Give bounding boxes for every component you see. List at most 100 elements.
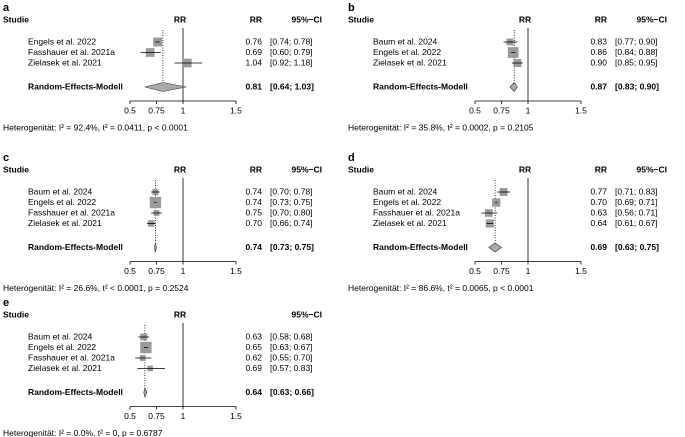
column-header: 95%−CI <box>637 14 667 24</box>
rr-value: 0.74 <box>245 186 262 196</box>
panel-label: a <box>3 2 10 14</box>
column-header: RR <box>519 164 531 174</box>
ci-value: [0.55; 0.70] <box>270 352 313 362</box>
x-tick-label: 0.75 <box>493 266 510 276</box>
study-name: Engels et al. 2022 <box>373 47 441 57</box>
rr-value: 0.62 <box>245 352 262 362</box>
x-tick-label: 0.75 <box>148 105 165 115</box>
ci-value: [0.73; 0.75] <box>270 197 313 207</box>
summary-name: Random-Effects-Modell <box>28 81 123 91</box>
column-header: RR <box>174 14 186 24</box>
summary-ci: [0.64; 1.03] <box>270 81 314 91</box>
summary-rr: 0.69 <box>590 242 607 252</box>
column-header: Studie <box>3 164 29 174</box>
x-tick-label: 1.5 <box>230 105 242 115</box>
study-name: Baum et al. 2024 <box>28 331 93 341</box>
column-header: Studie <box>348 14 374 24</box>
summary-name: Random-Effects-Modell <box>28 242 123 252</box>
column-header: 95%−CI <box>637 164 667 174</box>
study-name: Engels et al. 2022 <box>28 36 96 46</box>
summary-name: Random-Effects-Modell <box>373 242 468 252</box>
x-tick-label: 1 <box>181 105 186 115</box>
column-header: Studie <box>3 14 29 24</box>
study-name: Fasshauer et al. 2021a <box>373 207 460 217</box>
x-tick-label: 0.75 <box>148 266 165 276</box>
panel-label: e <box>3 297 9 309</box>
study-name: Zielasek et al. 2021 <box>28 218 102 228</box>
rr-value: 0.77 <box>590 186 607 196</box>
ci-value: [0.74; 0.78] <box>270 36 313 46</box>
rr-value: 0.65 <box>245 342 262 352</box>
column-header: 95%−CI <box>292 309 322 319</box>
summary-ci: [0.83; 0.90] <box>615 81 659 91</box>
study-name: Zielasek et al. 2021 <box>28 57 102 67</box>
study-name: Zielasek et al. 2021 <box>373 57 447 67</box>
rr-value: 0.63 <box>245 331 262 341</box>
column-header: RR <box>174 309 186 319</box>
x-tick-label: 1 <box>181 266 186 276</box>
column-header: 95%−CI <box>292 14 322 24</box>
ci-value: [0.66; 0.74] <box>270 218 313 228</box>
summary-ci: [0.73; 0.75] <box>270 242 314 252</box>
ci-value: [0.77; 0.90] <box>615 36 658 46</box>
ci-value: [0.70; 0.80] <box>270 207 313 217</box>
study-name: Fasshauer et al. 2021a <box>28 47 115 57</box>
ci-value: [0.63; 0.67] <box>270 342 313 352</box>
summary-rr: 0.81 <box>245 81 262 91</box>
study-name: Baum et al. 2024 <box>373 36 438 46</box>
x-tick-label: 1 <box>526 266 531 276</box>
x-tick-label: 0.5 <box>124 105 136 115</box>
ci-value: [0.84; 0.88] <box>615 47 658 57</box>
summary-rr: 0.74 <box>245 242 262 252</box>
column-header: RR <box>174 164 186 174</box>
ci-value: [0.58; 0.68] <box>270 331 313 341</box>
column-header: Studie <box>3 309 29 319</box>
x-tick-label: 1 <box>526 105 531 115</box>
x-tick-label: 0.5 <box>124 266 136 276</box>
rr-value: 0.64 <box>590 218 607 228</box>
x-tick-label: 0.5 <box>469 105 481 115</box>
ci-value: [0.61; 0.67] <box>615 218 658 228</box>
rr-value: 0.86 <box>590 47 607 57</box>
heterogeneity: Heterogenität: I² = 35.8%, t² = 0.0002, … <box>348 122 534 132</box>
summary-diamond <box>154 242 157 253</box>
x-tick-label: 1.5 <box>575 266 587 276</box>
rr-value: 0.63 <box>590 207 607 217</box>
summary-diamond <box>509 82 518 92</box>
summary-ci: [0.63; 0.66] <box>270 387 314 397</box>
study-name: Engels et al. 2022 <box>373 197 441 207</box>
ci-value: [0.92; 1.18] <box>270 57 313 67</box>
heterogeneity: Heterogenität: I² = 26.6%, t² < 0.0001, … <box>3 283 189 293</box>
summary-diamond <box>143 387 148 398</box>
study-name: Fasshauer et al. 2021a <box>28 207 115 217</box>
ci-value: [0.56; 0.71] <box>615 207 658 217</box>
study-name: Engels et al. 2022 <box>28 197 96 207</box>
ci-value: [0.60; 0.79] <box>270 47 313 57</box>
rr-value: 0.74 <box>245 197 262 207</box>
panel-label: b <box>348 2 355 14</box>
study-name: Baum et al. 2024 <box>373 186 438 196</box>
column-header: RR <box>595 14 607 24</box>
x-tick-label: 1.5 <box>575 105 587 115</box>
summary-name: Random-Effects-Modell <box>28 387 123 397</box>
panel-label: d <box>348 152 355 164</box>
x-tick-label: 1 <box>181 411 186 421</box>
panel-label: c <box>3 152 9 164</box>
heterogeneity: Heterogenität: I² = 0.0%, t² = 0, p = 0.… <box>3 428 163 437</box>
summary-diamond <box>488 242 503 253</box>
summary-ci: [0.63; 0.75] <box>615 242 659 252</box>
rr-value: 1.04 <box>245 57 262 67</box>
ci-value: [0.71; 0.83] <box>615 186 658 196</box>
x-tick-label: 0.75 <box>148 411 165 421</box>
x-tick-label: 1.5 <box>230 411 242 421</box>
x-tick-label: 0.75 <box>493 105 510 115</box>
study-name: Zielasek et al. 2021 <box>28 363 102 373</box>
column-header: RR <box>519 14 531 24</box>
rr-value: 0.75 <box>245 207 262 217</box>
rr-value: 0.76 <box>245 36 262 46</box>
rr-value: 0.70 <box>245 218 262 228</box>
summary-name: Random-Effects-Modell <box>373 81 468 91</box>
x-tick-label: 0.5 <box>469 266 481 276</box>
column-header: RR <box>250 14 262 24</box>
